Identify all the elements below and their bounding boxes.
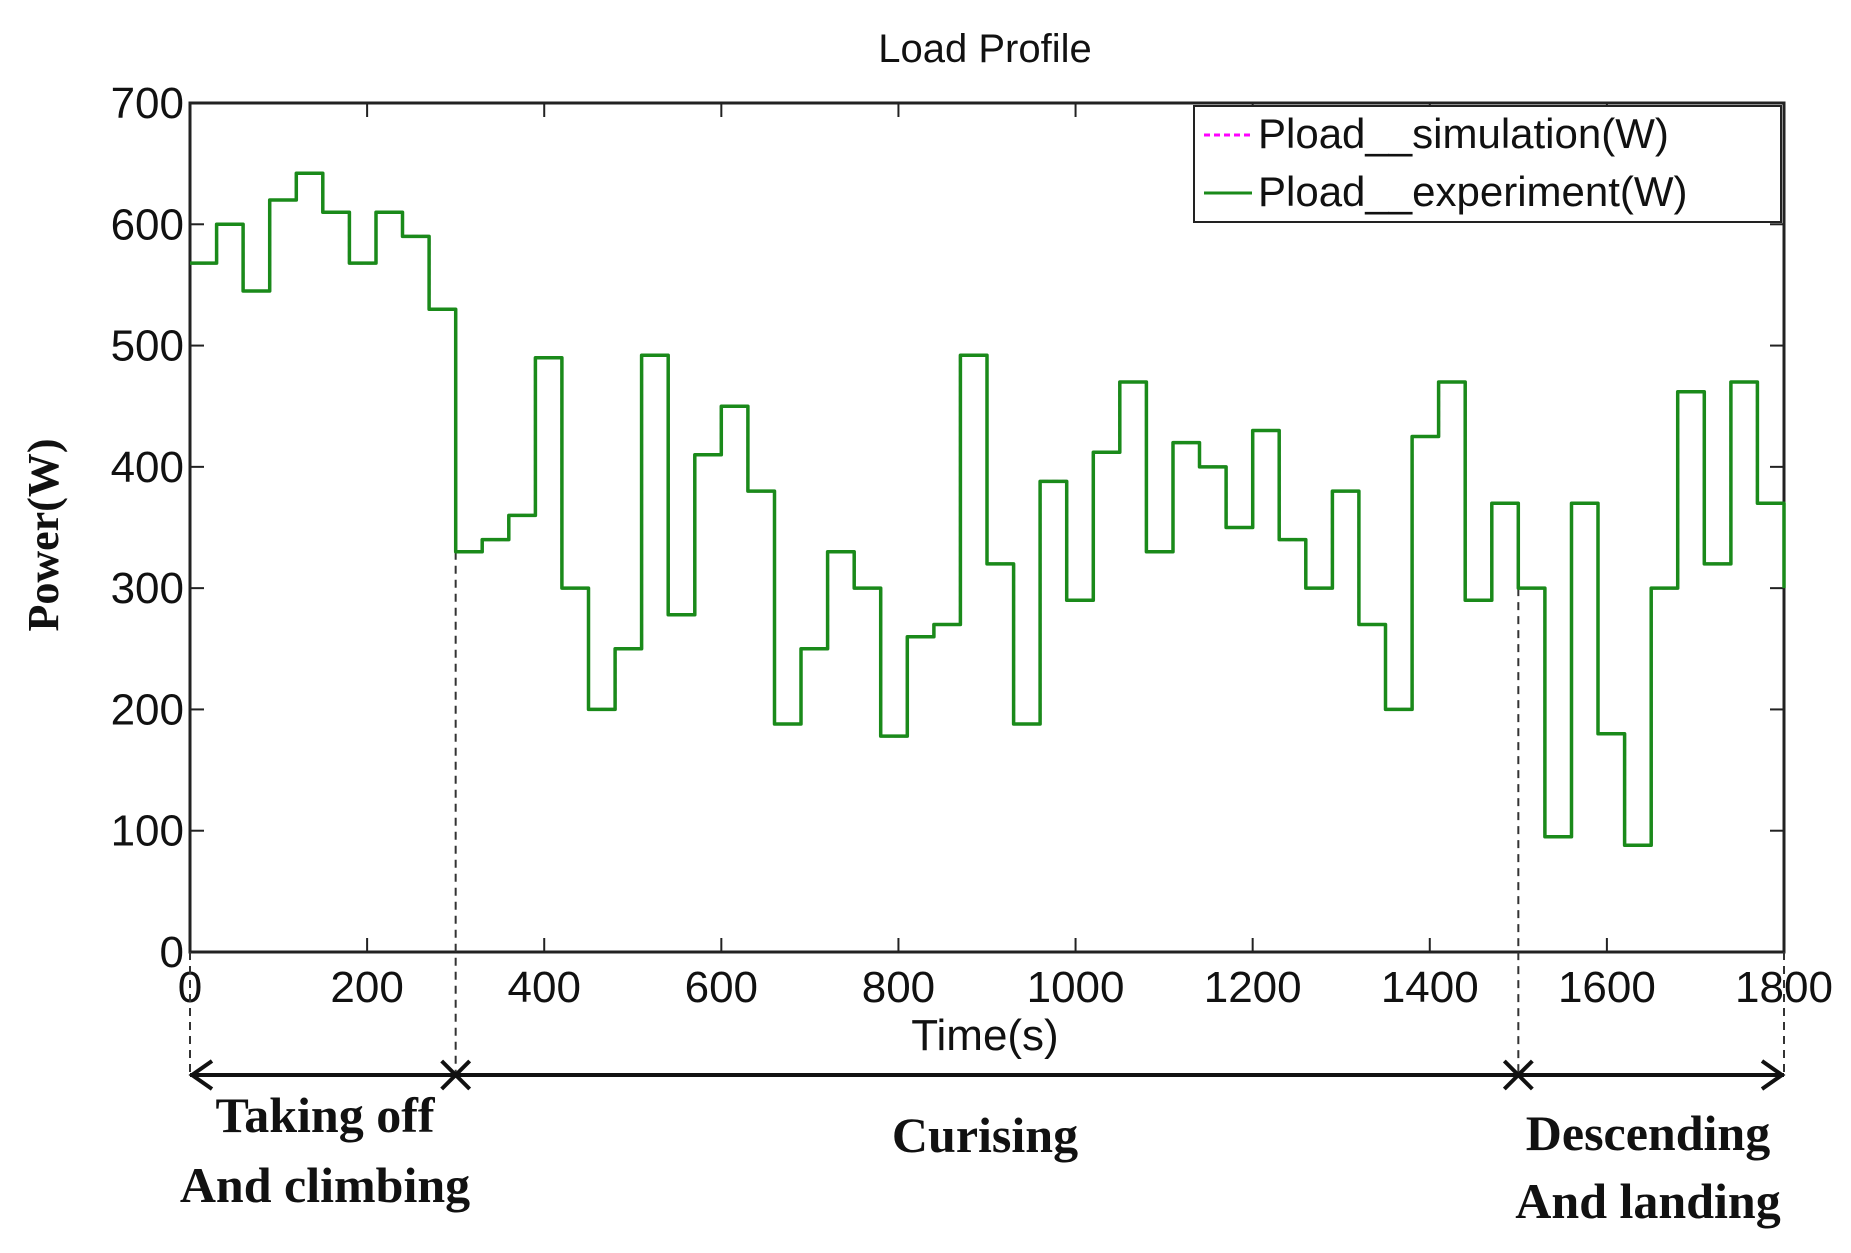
x-tick-label: 1400 xyxy=(1381,963,1479,1012)
y-tick-labels: 0 100 200 300 400 500 600 700 xyxy=(111,79,184,977)
x-tick-label: 1000 xyxy=(1027,963,1125,1012)
y-axis-label: Power(W) xyxy=(19,438,68,631)
y-tick-label: 400 xyxy=(111,443,184,492)
y-tick-label: 300 xyxy=(111,564,184,613)
y-tick-label: 700 xyxy=(111,79,184,128)
y-tick-label: 0 xyxy=(160,928,184,977)
x-tick-label: 1200 xyxy=(1204,963,1302,1012)
legend-label-experiment: Pload__experiment(W) xyxy=(1258,168,1688,215)
phase-label-descending-line1: Descending xyxy=(1526,1105,1770,1161)
x-axis-label: Time(s) xyxy=(911,1011,1058,1060)
y-tick-label: 500 xyxy=(111,322,184,371)
legend: Pload__simulation(W) Pload__experiment(W… xyxy=(1193,105,1782,223)
series-line-experiment xyxy=(190,171,1786,848)
y-tick-label: 600 xyxy=(111,200,184,249)
x-tick-label: 800 xyxy=(862,963,935,1012)
x-tick-label: 400 xyxy=(508,963,581,1012)
y-tick-label: 200 xyxy=(111,685,184,734)
arrow-head-right xyxy=(1760,1059,1786,1091)
chart-title: Load Profile xyxy=(878,27,1091,71)
phase-boundary-lines xyxy=(189,551,1785,1075)
phase-label-descending-line2: And landing xyxy=(1515,1173,1780,1229)
series-lines xyxy=(190,171,1786,848)
x-tick-labels: 0 200 400 600 800 1000 1200 1400 1600 1800 xyxy=(178,963,1833,1012)
phase-label-takeoff-line1: Taking off xyxy=(215,1087,435,1143)
phase-boundary-cross xyxy=(440,1059,472,1091)
phase-label-cruising: Curising xyxy=(892,1107,1078,1163)
arrow-head-left xyxy=(188,1059,214,1091)
phase-boundary-cross xyxy=(1502,1059,1534,1091)
x-tick-label: 200 xyxy=(330,963,403,1012)
phase-arrows xyxy=(188,1059,1786,1091)
x-tick-label: 600 xyxy=(685,963,758,1012)
y-tick-label: 100 xyxy=(111,807,184,856)
x-tick-label: 1600 xyxy=(1558,963,1656,1012)
legend-label-simulation: Pload__simulation(W) xyxy=(1258,110,1669,157)
phase-label-takeoff-line2: And climbing xyxy=(180,1157,470,1213)
